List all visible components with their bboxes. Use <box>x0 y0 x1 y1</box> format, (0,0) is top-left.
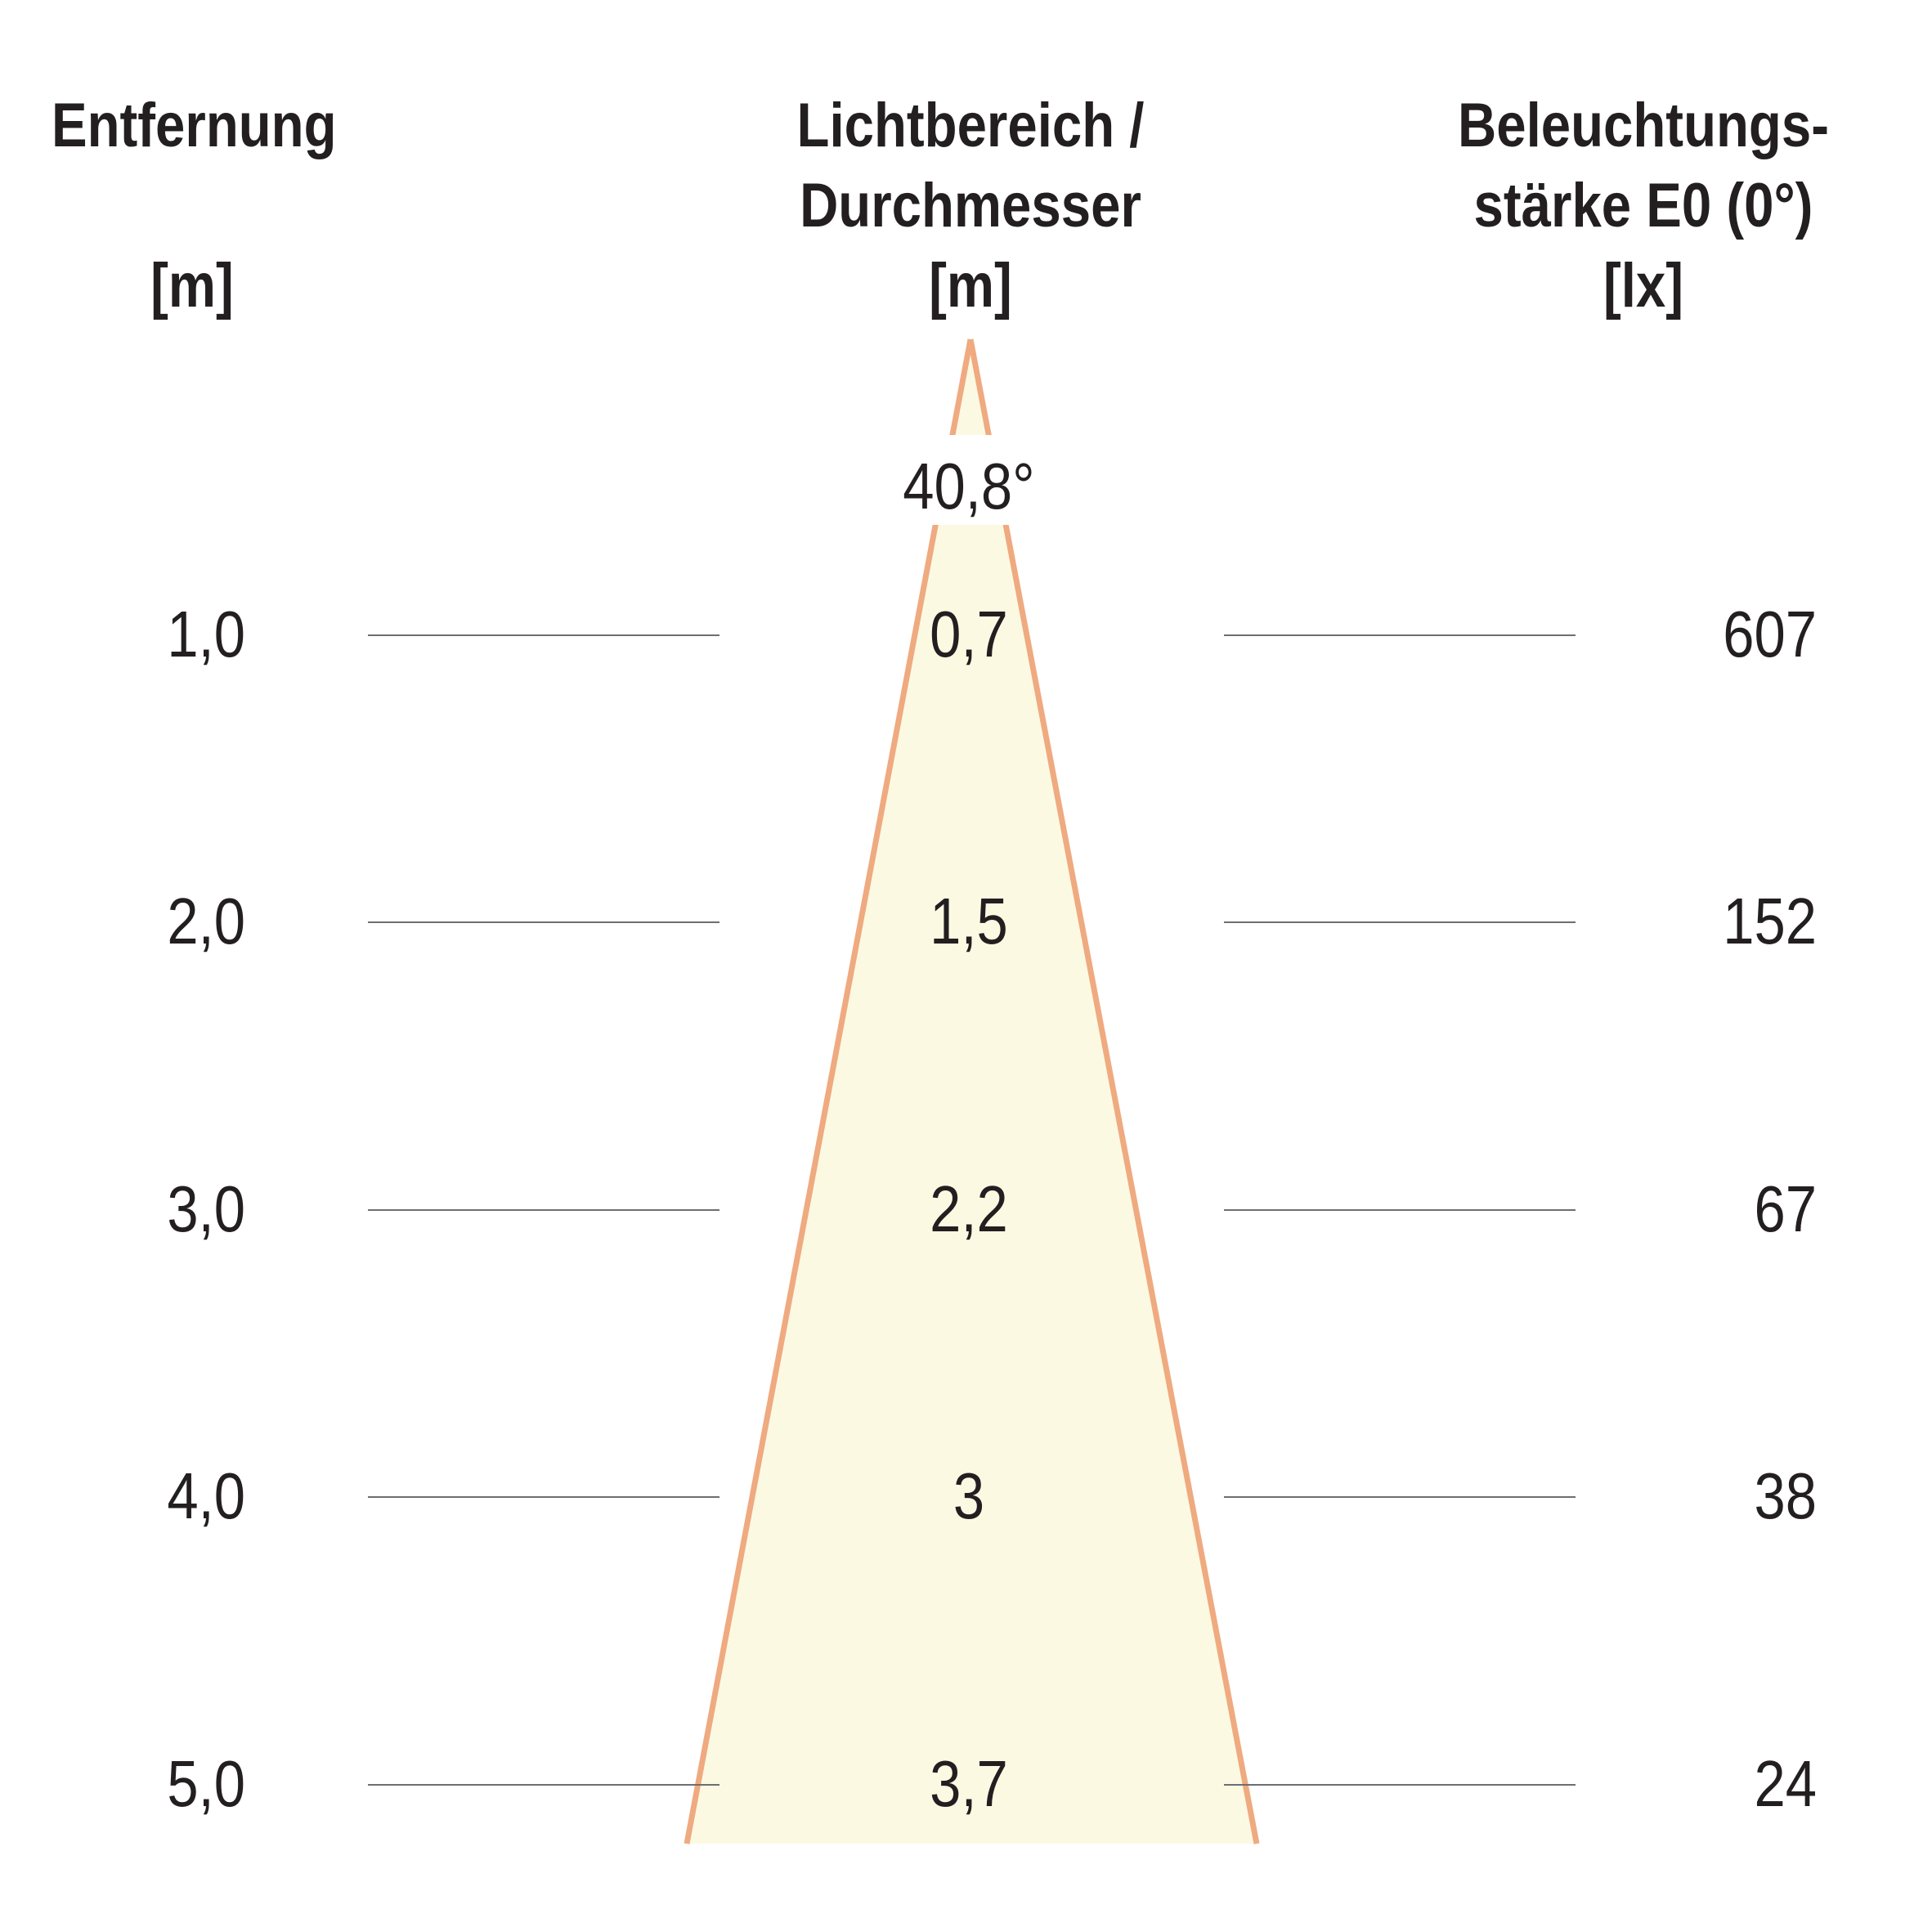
header-diameter-line1: Lichtbereich / <box>796 91 1145 160</box>
beam-angle-label: 40,8° <box>903 450 1035 522</box>
diameter-value: 0,7 <box>930 598 1008 670</box>
distance-value: 5,0 <box>167 1747 245 1820</box>
guide-line-left <box>368 921 719 923</box>
distance-value: 1,0 <box>167 598 245 670</box>
diameter-value: 1,5 <box>930 885 1008 957</box>
guide-line-left <box>368 1784 719 1786</box>
light-cone-left-edge <box>684 338 974 1845</box>
guide-line-left <box>368 634 719 636</box>
guide-line-left <box>368 1209 719 1211</box>
header-distance-line1: Entfernung <box>52 91 337 160</box>
diameter-value: 3 <box>953 1459 985 1532</box>
header-distance-line2 <box>52 166 333 246</box>
header-diameter: Lichtbereich / Durchmesser [m] <box>760 86 1181 326</box>
illuminance-value: 24 <box>1754 1747 1817 1820</box>
guide-line-right <box>1224 1496 1576 1498</box>
guide-line-right <box>1224 1209 1576 1211</box>
header-illuminance-unit: [lx] <box>1603 251 1684 321</box>
diameter-value: 2,2 <box>930 1172 1008 1245</box>
header-illuminance-line1: Beleuchtungs- <box>1458 91 1829 160</box>
distance-value: 4,0 <box>167 1459 245 1532</box>
illuminance-value: 152 <box>1723 885 1817 957</box>
light-cone-fill <box>687 339 1257 1844</box>
header-diameter-line2: Durchmesser <box>800 171 1141 240</box>
header-diameter-unit: [m] <box>929 251 1012 321</box>
guide-line-right <box>1224 1784 1576 1786</box>
header-illuminance-line2: stärke E0 (0°) <box>1473 171 1813 240</box>
illuminance-value: 67 <box>1754 1172 1817 1245</box>
distance-value: 3,0 <box>167 1172 245 1245</box>
illuminance-value: 607 <box>1723 598 1817 670</box>
beam-angle-label-bg <box>895 435 1046 525</box>
diameter-value: 3,7 <box>930 1747 1008 1820</box>
light-cone-right-edge <box>967 338 1260 1845</box>
guide-line-right <box>1224 921 1576 923</box>
header-distance: Entfernung [m] <box>52 86 337 326</box>
distance-value: 2,0 <box>167 885 245 957</box>
header-illuminance: Beleuchtungs- stärke E0 (0°) [lx] <box>1432 86 1854 326</box>
header-distance-unit: [m] <box>150 251 234 321</box>
guide-line-left <box>368 1496 719 1498</box>
illuminance-value: 38 <box>1754 1459 1817 1532</box>
guide-line-right <box>1224 634 1576 636</box>
